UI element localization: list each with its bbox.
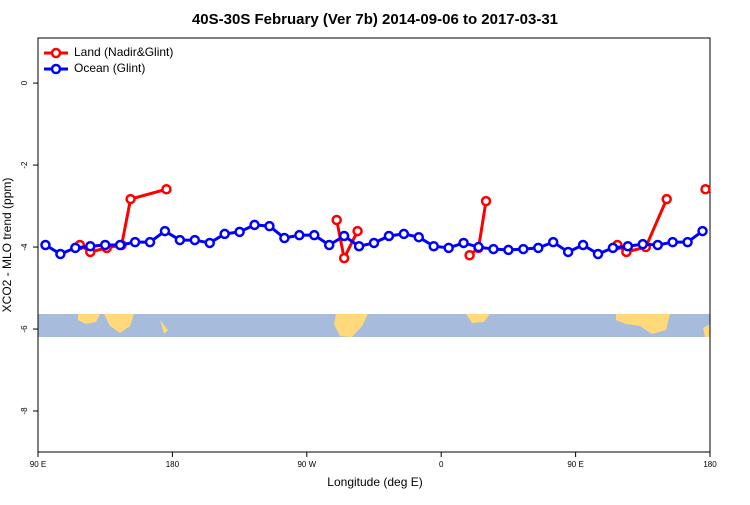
point (85, 240, 96, 252)
point (577, 239, 589, 251)
point (697, 225, 708, 237)
point (464, 249, 475, 261)
point (125, 193, 136, 205)
point (249, 219, 260, 231)
y-tick-label: -2 (20, 161, 29, 169)
point (338, 230, 350, 242)
point (161, 184, 172, 195)
point (562, 246, 574, 258)
chart-title: 40S-30S February (Ver 7b) 2014-09-06 to … (192, 11, 558, 28)
point (607, 242, 619, 254)
point (129, 236, 141, 248)
point (219, 228, 230, 240)
x-axis-label: Longitude (deg E) (327, 475, 422, 489)
point (458, 237, 469, 249)
point (622, 240, 634, 252)
point (144, 236, 156, 248)
point (368, 237, 380, 249)
point (667, 236, 678, 248)
point (637, 238, 649, 250)
x-tick-label: 180 (703, 460, 717, 469)
legend-label: Land (Nadir&Glint) (74, 45, 173, 59)
point (204, 237, 215, 249)
x-tick-label: 0 (439, 460, 444, 469)
point (592, 248, 604, 260)
point (338, 252, 350, 264)
point (488, 243, 499, 255)
point (279, 232, 290, 244)
point (323, 239, 335, 251)
point (114, 239, 126, 251)
point (661, 193, 672, 205)
point (331, 214, 342, 226)
point (309, 229, 320, 241)
map-strip (38, 314, 710, 337)
point (413, 231, 425, 243)
point (518, 243, 529, 255)
y-tick-label: -4 (20, 243, 29, 251)
point (352, 225, 363, 237)
point (473, 241, 484, 253)
x-tick-label: 180 (166, 460, 180, 469)
point (40, 239, 51, 251)
point (99, 239, 111, 251)
point (294, 229, 305, 241)
point (700, 184, 711, 195)
point (428, 240, 439, 252)
point (533, 242, 544, 254)
point (55, 248, 66, 260)
point (383, 230, 395, 242)
series (40, 219, 708, 260)
point (682, 236, 693, 248)
point (174, 234, 186, 246)
y-tick-label: -6 (20, 325, 29, 333)
point (547, 236, 559, 248)
point (70, 242, 81, 254)
point (652, 239, 663, 251)
point (353, 240, 365, 252)
y-tick-label: -8 (20, 407, 29, 415)
y-tick-label: 0 (20, 80, 29, 85)
point (264, 220, 275, 232)
legend-marker (50, 47, 62, 59)
x-tick-label: 90 W (297, 460, 316, 469)
plot-frame (37, 37, 711, 453)
legend-label: Ocean (Glint) (74, 61, 145, 75)
point (189, 234, 201, 246)
point (503, 244, 514, 256)
point (159, 225, 171, 237)
y-axis-label: XCO2 - MLO trend (ppm) (0, 178, 14, 313)
x-tick-label: 90 E (567, 460, 583, 469)
point (443, 242, 454, 254)
point (398, 228, 410, 240)
point (234, 226, 245, 238)
legend-marker (50, 63, 62, 75)
x-tick-label: 90 E (30, 460, 46, 469)
point (480, 195, 492, 207)
